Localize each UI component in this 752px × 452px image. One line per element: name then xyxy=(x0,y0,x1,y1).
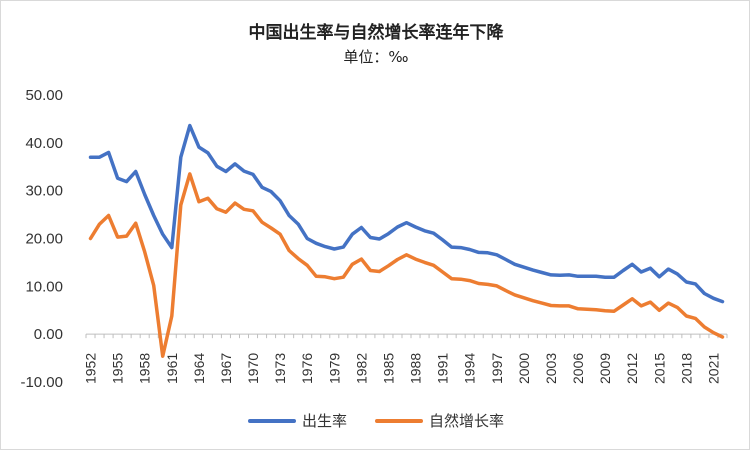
y-tick-label: 20.00 xyxy=(25,231,63,248)
y-tick-label: 0.00 xyxy=(34,326,63,343)
x-tick-label: 1982 xyxy=(353,353,369,384)
series-lines xyxy=(88,123,725,358)
x-tick-label: 1970 xyxy=(245,353,261,384)
y-tick-label: 40.00 xyxy=(25,135,63,152)
x-tick-label: 2006 xyxy=(570,353,586,384)
x-tick-label: 1952 xyxy=(83,353,99,384)
x-tick-label: 1991 xyxy=(435,353,451,384)
x-tick-label: 1958 xyxy=(137,353,153,384)
legend: 出生率 自然增长率 xyxy=(0,410,752,431)
x-tick-label: 1967 xyxy=(218,353,234,384)
x-tick-label: 1976 xyxy=(299,353,315,384)
x-tick-label: 1985 xyxy=(380,353,396,384)
x-tick-label: 2021 xyxy=(705,353,721,384)
legend-item-natural-growth-rate: 自然增长率 xyxy=(375,410,504,431)
legend-item-birth-rate: 出生率 xyxy=(247,410,347,431)
x-tick-label: 2003 xyxy=(543,353,559,384)
legend-label-birth-rate: 出生率 xyxy=(301,412,347,430)
x-tick-label: 2015 xyxy=(651,353,667,384)
y-tick-label: 10.00 xyxy=(25,278,63,295)
x-tick-label: 1961 xyxy=(164,353,180,384)
x-tick-label: 2009 xyxy=(597,353,613,384)
y-tick-label: 30.00 xyxy=(25,183,63,200)
y-tick-label: -10.00 xyxy=(20,374,63,391)
legend-swatch-birth-rate xyxy=(247,418,296,423)
legend-label-natural-growth-rate: 自然增长率 xyxy=(429,412,505,430)
x-tick-label: 2018 xyxy=(678,353,694,384)
x-tick-label: 1988 xyxy=(408,353,424,384)
x-tick-label: 1973 xyxy=(272,353,288,384)
x-tick-label: 1979 xyxy=(326,353,342,384)
chart-title: 中国出生率与自然增长率连年下降 xyxy=(248,23,504,43)
x-tick-label: 2012 xyxy=(624,353,640,384)
x-tick-label: 1994 xyxy=(462,353,478,384)
x-tick-label: 2000 xyxy=(516,353,532,384)
series-line-natural-growth-rate xyxy=(88,172,725,358)
x-tick-label: 1964 xyxy=(191,353,207,384)
x-axis xyxy=(85,333,728,339)
x-axis-ticks: 1952 1955 1958 1961 1964 1967 1970 1973 1976 1979… xyxy=(83,353,722,384)
y-tick-label: 50.00 xyxy=(25,87,63,104)
x-tick-label: 1997 xyxy=(489,353,505,384)
x-tick-label: 1955 xyxy=(110,353,126,384)
chart-subtitle: 单位：‰ xyxy=(343,48,409,66)
series-line-birth-rate xyxy=(88,123,725,304)
y-axis-ticks: 50.00 40.00 30.00 20.00 10.00 0.00 -10.00 xyxy=(20,87,63,391)
legend-swatch-natural-growth-rate xyxy=(375,418,423,423)
